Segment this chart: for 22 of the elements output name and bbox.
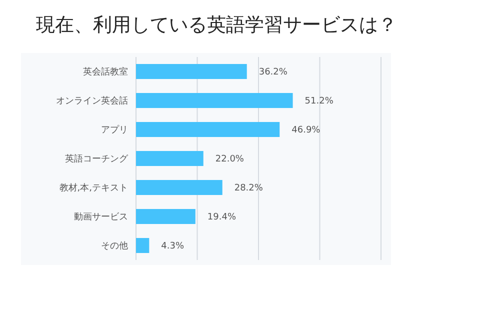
bar <box>136 209 196 224</box>
y-tick-label: 教材,本,テキスト <box>59 182 128 194</box>
data-label: 4.3% <box>161 242 184 252</box>
bar <box>136 151 204 166</box>
y-tick-label: 英会話教室 <box>83 66 128 78</box>
y-tick-label: 動画サービス <box>74 212 128 223</box>
data-label: 51.2% <box>304 96 334 107</box>
y-tick-label: アプリ <box>101 124 128 136</box>
chart-title: 現在、利用している英語学習サービスは？ <box>36 13 397 38</box>
data-label: 22.0% <box>215 154 244 165</box>
bar <box>136 64 247 79</box>
bar <box>136 93 293 108</box>
bar <box>136 180 222 195</box>
y-tick-label: オンライン英会話 <box>56 96 128 107</box>
bar <box>136 122 280 137</box>
bar <box>136 238 150 253</box>
y-tick-label: その他 <box>101 240 128 252</box>
data-label: 19.4% <box>207 212 236 223</box>
data-label: 36.2% <box>258 68 288 78</box>
data-label: 46.9% <box>292 126 321 136</box>
data-label: 28.2% <box>234 184 264 194</box>
y-tick-label: 英語コーチング <box>65 154 129 165</box>
